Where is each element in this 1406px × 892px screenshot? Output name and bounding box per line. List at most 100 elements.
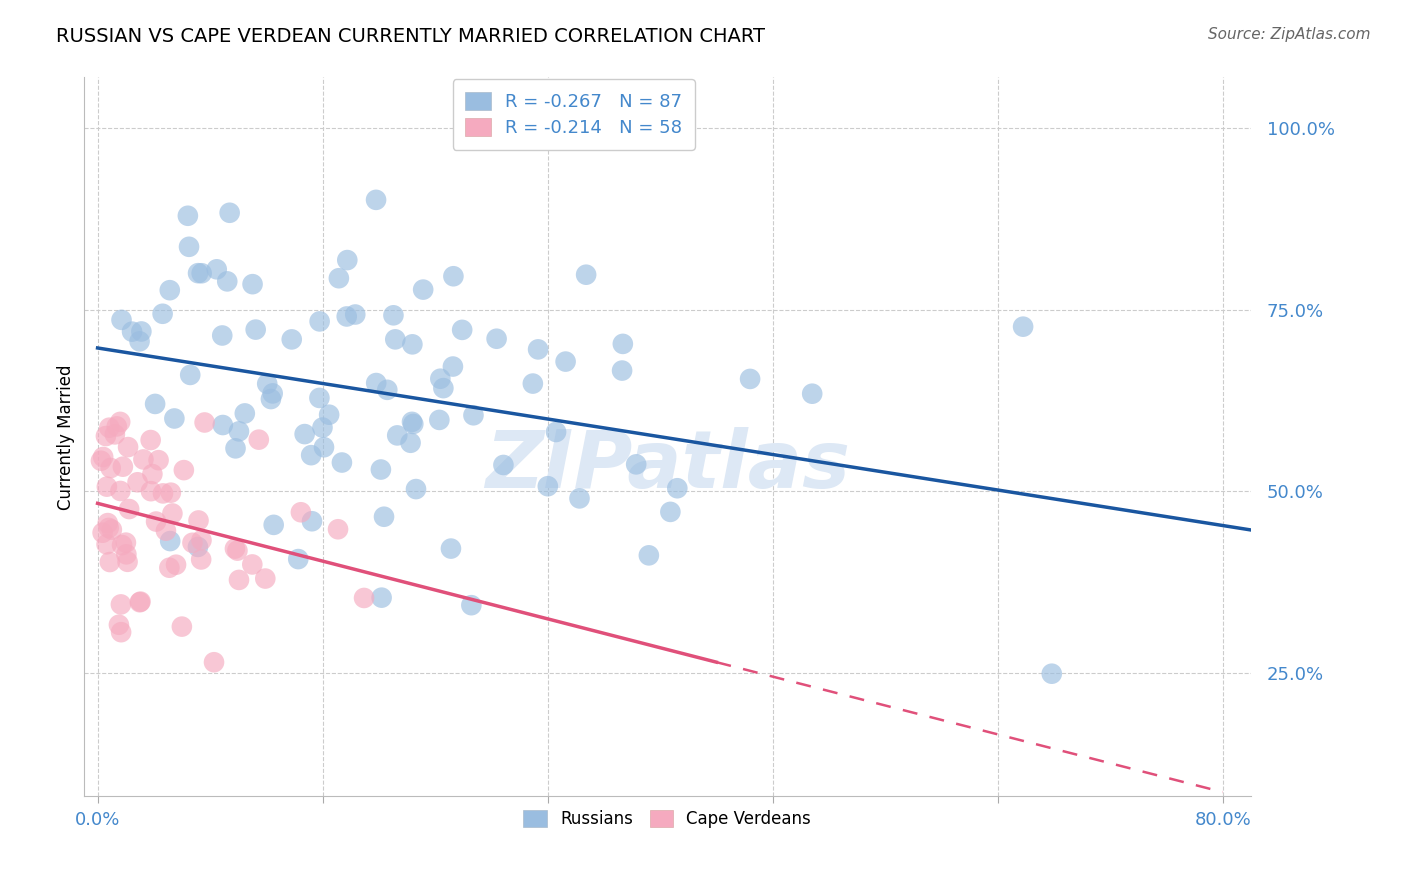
- Point: [98, 555, 121, 569]
- Point: [287, 552, 309, 566]
- Point: [301, 514, 323, 528]
- Point: [110, 598, 132, 612]
- Point: [228, 425, 250, 439]
- Point: [110, 483, 132, 498]
- Point: [163, 411, 186, 425]
- Point: [228, 573, 250, 587]
- Point: [94, 429, 117, 443]
- Legend: Russians, Cape Verdeans: Russians, Cape Verdeans: [516, 803, 818, 835]
- Point: [190, 533, 212, 548]
- Point: [318, 408, 340, 422]
- Point: [177, 240, 200, 254]
- Point: [387, 428, 409, 442]
- Point: [492, 458, 515, 472]
- Point: [132, 452, 155, 467]
- Point: [111, 538, 134, 552]
- Point: [336, 253, 359, 268]
- Point: [373, 509, 395, 524]
- Point: [366, 376, 388, 390]
- Point: [242, 277, 264, 292]
- Point: [738, 372, 761, 386]
- Point: [427, 413, 450, 427]
- Point: [104, 427, 127, 442]
- Point: [187, 513, 209, 527]
- Point: [233, 406, 256, 420]
- Point: [190, 266, 212, 280]
- Point: [181, 536, 204, 550]
- Point: [554, 354, 576, 368]
- Point: [612, 337, 634, 351]
- Point: [129, 594, 152, 608]
- Point: [159, 283, 181, 297]
- Point: [240, 558, 263, 572]
- Point: [429, 372, 451, 386]
- Point: [610, 363, 633, 377]
- Point: [97, 521, 120, 535]
- Point: [412, 283, 434, 297]
- Point: [226, 543, 249, 558]
- Point: [128, 334, 150, 349]
- Point: [91, 525, 114, 540]
- Point: [537, 479, 560, 493]
- Point: [143, 397, 166, 411]
- Point: [330, 456, 353, 470]
- Point: [111, 459, 134, 474]
- Point: [155, 524, 177, 538]
- Point: [280, 332, 302, 346]
- Point: [202, 655, 225, 669]
- Point: [205, 262, 228, 277]
- Point: [187, 540, 209, 554]
- Point: [211, 328, 233, 343]
- Point: [1012, 319, 1035, 334]
- Point: [441, 269, 464, 284]
- Point: [108, 415, 131, 429]
- Point: [173, 463, 195, 477]
- Point: [370, 591, 392, 605]
- Point: [353, 591, 375, 605]
- Point: [399, 435, 422, 450]
- Point: [432, 381, 454, 395]
- Point: [177, 209, 200, 223]
- Point: [117, 555, 139, 569]
- Point: [145, 515, 167, 529]
- Point: [141, 467, 163, 481]
- Point: [152, 307, 174, 321]
- Point: [659, 505, 682, 519]
- Point: [290, 505, 312, 519]
- Point: [382, 308, 405, 322]
- Point: [101, 523, 124, 537]
- Point: [115, 535, 138, 549]
- Point: [451, 323, 474, 337]
- Point: [190, 552, 212, 566]
- Point: [575, 268, 598, 282]
- Point: [115, 547, 138, 561]
- Point: [148, 453, 170, 467]
- Point: [384, 332, 406, 346]
- Point: [441, 359, 464, 374]
- Point: [402, 417, 425, 431]
- Point: [666, 481, 689, 495]
- Point: [294, 427, 316, 442]
- Point: [370, 462, 392, 476]
- Point: [801, 386, 824, 401]
- Point: [160, 485, 183, 500]
- Point: [401, 337, 423, 351]
- Point: [139, 433, 162, 447]
- Point: [256, 376, 278, 391]
- Point: [108, 617, 131, 632]
- Point: [375, 383, 398, 397]
- Point: [544, 425, 567, 439]
- Point: [194, 416, 217, 430]
- Point: [90, 454, 112, 468]
- Point: [100, 461, 122, 475]
- Point: [312, 440, 335, 454]
- Point: [326, 522, 349, 536]
- Point: [245, 323, 267, 337]
- Point: [263, 517, 285, 532]
- Point: [311, 420, 333, 434]
- Text: RUSSIAN VS CAPE VERDEAN CURRENTLY MARRIED CORRELATION CHART: RUSSIAN VS CAPE VERDEAN CURRENTLY MARRIE…: [56, 27, 765, 45]
- Point: [440, 541, 463, 556]
- Point: [527, 343, 550, 357]
- Point: [262, 386, 284, 401]
- Point: [128, 595, 150, 609]
